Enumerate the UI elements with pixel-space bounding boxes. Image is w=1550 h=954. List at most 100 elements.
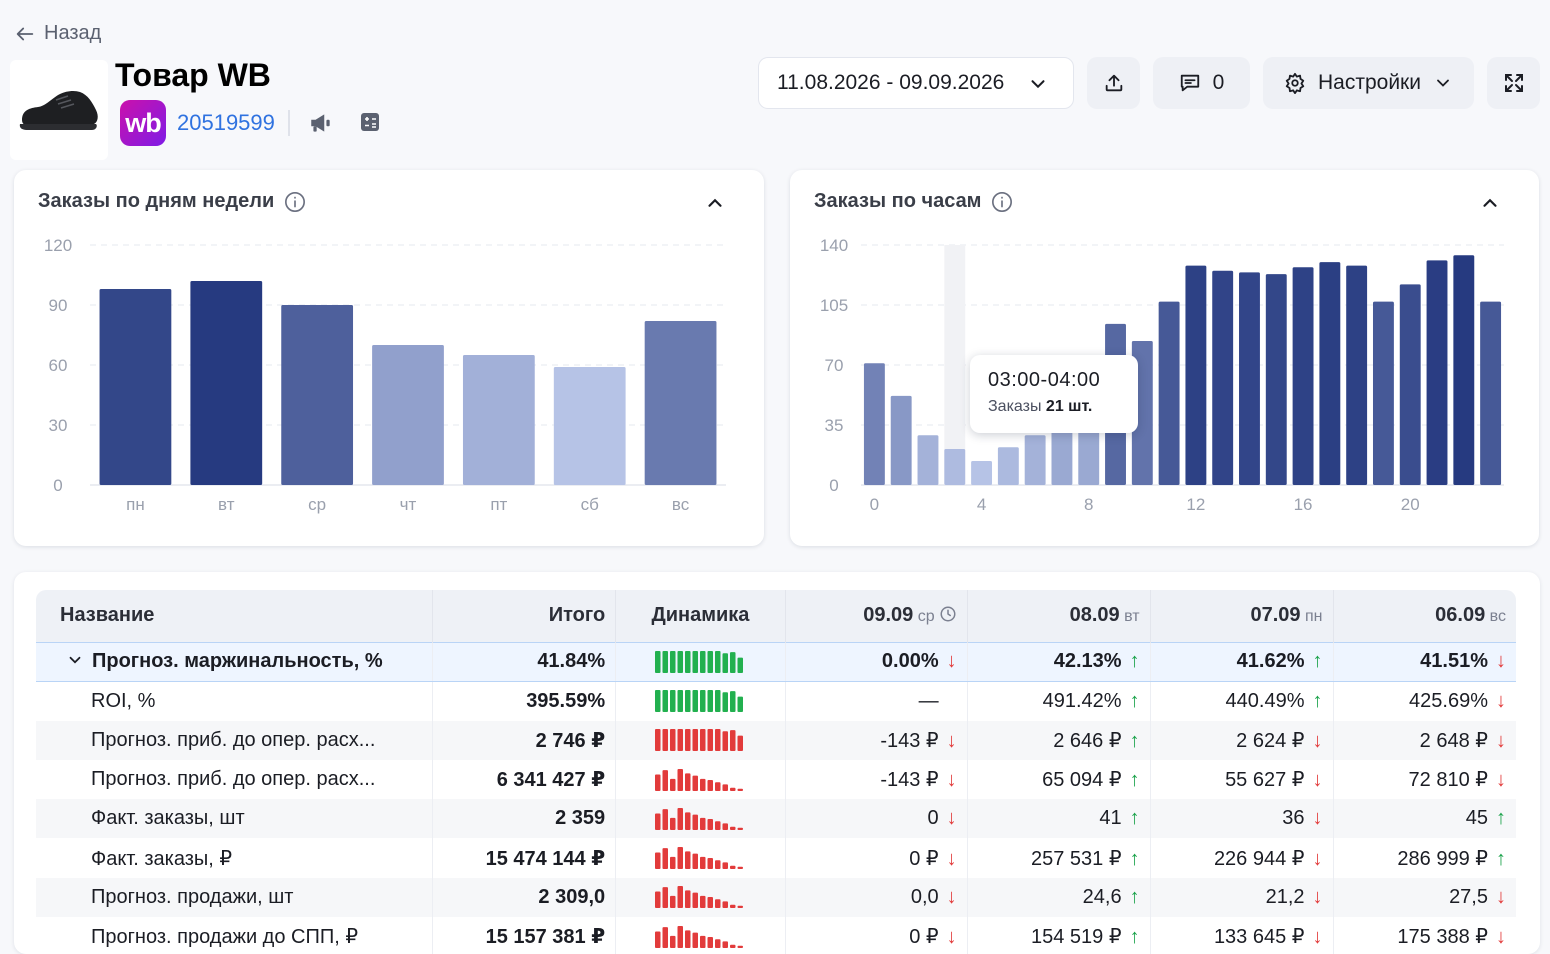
value-text: 154 519 ₽ [1031,926,1122,949]
arrow-down-icon: ↓ [946,926,957,949]
value-text: 41.51% [1420,650,1488,673]
chart-bar [1212,270,1234,485]
value-text: 24,6 [1082,885,1122,908]
metric-value: 491.42% ↑ [967,681,1151,721]
metric-value: 0 ₽ ↓ [785,917,968,954]
metric-dynamics[interactable] [615,720,786,760]
date-range-value: 11.08.2026 - 09.09.2026 [777,71,1005,94]
gear-icon [1285,72,1305,94]
chart-bar [997,447,1019,485]
value-text: 72 810 ₽ [1408,769,1488,792]
metrics-table: Название Итого Динамика 09.09 ср 08.09 вт 07.… [36,590,1516,954]
value-text: 226 944 ₽ [1213,847,1305,870]
metric-value: 440.49% ↑ [1150,681,1334,721]
value-text: 65 094 ₽ [1042,769,1122,792]
chevron-down-icon[interactable] [66,651,84,669]
table-row[interactable]: Факт. заказы, ₽ 15 474 144 ₽ 0 ₽ ↓ 257 531 ₽… [36,838,1516,878]
chart-bar [281,305,354,485]
table-row[interactable]: Факт. заказы, шт 2 359 0 ↓ 41 ↑ 36 ↓ 45 ↑ [36,799,1516,839]
chevron-down-icon [1437,79,1449,87]
collapse-chevron-icon[interactable] [704,192,726,214]
metric-label: Прогноз. маржинальность, % [92,650,383,673]
table-row[interactable]: Прогноз. продажи, шт 2 309,0 0,0 ↓ 24,6 ↑ 21,2… [36,877,1516,918]
export-button[interactable] [1087,57,1140,109]
chart-title-text: Заказы по часам [814,190,982,212]
metric-value: -143 ₽ ↓ [785,720,968,760]
calculator-icon[interactable] [358,110,382,139]
metric-label: Прогноз. продажи до СПП, ₽ [91,926,359,949]
table-row[interactable]: Прогноз. маржинальность, % 41.84% 0.00% ↓ 42… [36,641,1516,682]
megaphone-icon[interactable] [308,110,334,141]
metric-dynamics[interactable] [615,877,786,918]
column-header: Динамика [615,590,786,642]
chart-bar [1051,421,1073,485]
table-row[interactable]: Прогноз. приб. до опер. расх... 2 746 ₽ -1… [36,720,1516,760]
fullscreen-button[interactable] [1487,57,1540,109]
comments-button[interactable]: 0 [1153,57,1250,109]
metric-dynamics[interactable] [615,681,786,721]
arrow-down-icon: ↓ [1312,729,1323,752]
settings-button[interactable]: Настройки [1263,57,1474,109]
column-header[interactable]: 08.09 вт [967,590,1151,642]
value-text: -143 ₽ [880,769,939,792]
arrow-up-icon: ↑ [1312,689,1323,712]
metric-dynamics[interactable] [615,759,786,800]
x-tick-label: 20 [1401,495,1420,514]
value-text: 0 ₽ [909,847,939,870]
value-text: 425.69% [1409,689,1488,712]
chart-bar [1453,255,1475,485]
grid: 0 35 70 105 140 [820,236,1504,495]
metric-value: 41.51% ↓ [1333,641,1516,682]
table-row[interactable]: Прогноз. приб. до опер. расх... 6 341 427… [36,759,1516,800]
chart-title: Заказы по часам [814,190,1013,213]
comments-count: 0 [1212,71,1225,94]
chart-tooltip: 03:00-04:00 Заказы 21 шт. [970,355,1138,433]
chart-bar [1426,260,1448,485]
metric-dynamics[interactable] [615,641,786,682]
metric-total: 6 341 427 ₽ [432,759,617,800]
metric-value: 154 519 ₽ ↑ [967,917,1151,954]
table-row[interactable]: Прогноз. продажи до СПП, ₽ 15 157 381 ₽ 0 … [36,917,1516,954]
column-header-label: 08.09 [1069,604,1120,627]
divider [288,110,290,136]
value-text: 41 [1099,807,1122,830]
column-header[interactable]: 09.09 ср [785,590,968,642]
info-icon[interactable] [991,191,1013,213]
x-tick-label: 0 [870,495,879,514]
column-header-label: 09.09 [863,604,914,627]
date-range-picker[interactable]: 11.08.2026 - 09.09.2026 [758,57,1074,109]
column-header[interactable]: 06.09 вс [1333,590,1516,642]
metric-value: 65 094 ₽ ↑ [967,759,1151,800]
clock-icon [940,606,956,622]
metric-label: Прогноз. приб. до опер. расх... [91,728,376,751]
collapse-chevron-icon[interactable] [1479,192,1501,214]
tooltip-time: 03:00-04:00 [988,369,1101,391]
table-row[interactable]: ROI, % 395.59% — 491.42% ↑ 440.49% ↑ 425.69% ↓ [36,681,1516,721]
metric-value: 42.13% ↑ [967,641,1151,682]
arrow-down-icon: ↓ [946,885,957,908]
metric-dynamics[interactable] [615,838,786,878]
metric-value: 27,5 ↓ [1333,877,1516,918]
metric-label: Прогноз. приб. до опер. расх... [91,768,376,791]
value-text: 2 646 ₽ [1053,729,1122,752]
value-text: 0 [927,807,939,830]
value-text: -143 ₽ [880,729,939,752]
chart-bar [644,321,717,485]
value-text: 36 [1282,807,1305,830]
x-tick-label: пт [490,495,507,514]
chart-bar [1239,272,1260,485]
info-icon[interactable] [284,191,306,213]
value-text: 45 [1465,807,1488,830]
x-tick-label: 4 [977,495,986,514]
x-tick-label: ср [308,495,326,514]
column-header[interactable]: 07.09 пн [1150,590,1334,642]
product-image[interactable] [10,60,108,160]
metric-name: Факт. заказы, ₽ [36,838,434,878]
metric-dynamics[interactable] [615,917,786,954]
metric-value: 286 999 ₽ ↑ [1333,838,1516,877]
y-tick-label: 120 [44,236,72,255]
y-tick-label: 35 [825,416,844,435]
back-link[interactable]: Назад [14,22,101,45]
metric-dynamics[interactable] [615,799,786,839]
article-link[interactable]: 20519599 [177,110,275,135]
